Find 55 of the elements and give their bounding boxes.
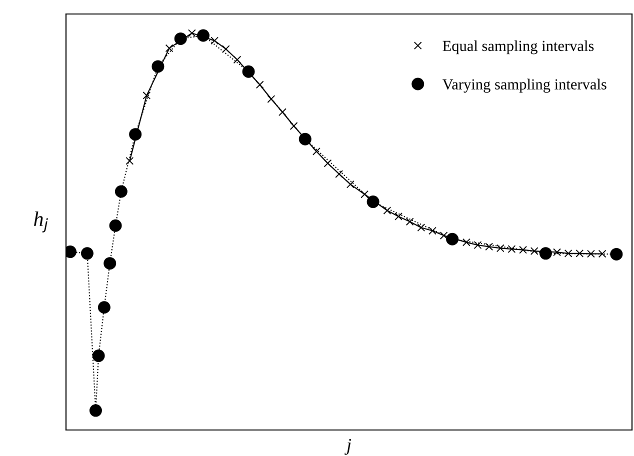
point (298, 132, 312, 146)
point (256, 80, 264, 89)
point (360, 190, 369, 198)
point (508, 245, 516, 253)
point (462, 238, 470, 246)
point (474, 241, 482, 250)
point (142, 91, 151, 100)
point (222, 45, 230, 53)
point (406, 218, 414, 226)
point (114, 185, 128, 198)
point (129, 128, 142, 141)
point (290, 122, 298, 130)
point (366, 196, 380, 208)
point (383, 206, 392, 214)
point (152, 60, 164, 73)
point (312, 147, 320, 156)
point (233, 56, 242, 64)
legend-label: Varying sampling intervals (442, 78, 606, 93)
point (576, 249, 584, 258)
point (553, 248, 561, 256)
point (417, 224, 426, 232)
point (188, 29, 196, 38)
point (587, 250, 595, 258)
point (530, 247, 538, 255)
point (98, 301, 110, 314)
point (598, 250, 606, 258)
point (80, 247, 94, 260)
point (89, 404, 102, 417)
point (197, 29, 210, 42)
y-axis-title: h$_{j}$ (34, 211, 48, 232)
point (104, 257, 116, 270)
x-axis-title: j (344, 438, 352, 455)
point (165, 44, 174, 52)
legend-label: Equal sampling intervals (442, 40, 594, 54)
point (278, 108, 286, 116)
point (109, 219, 122, 232)
point (324, 159, 332, 168)
point (496, 244, 504, 252)
point (564, 249, 572, 258)
point (346, 180, 354, 188)
point (394, 212, 402, 220)
point (126, 156, 134, 165)
point (428, 226, 436, 235)
point (335, 170, 344, 178)
point (610, 248, 623, 260)
point (174, 32, 187, 45)
point (539, 247, 552, 260)
point (267, 95, 276, 103)
point (446, 232, 459, 246)
point (485, 242, 494, 251)
point (92, 350, 105, 362)
point (440, 232, 448, 240)
point (519, 246, 527, 254)
point (242, 65, 255, 78)
point (210, 36, 219, 45)
